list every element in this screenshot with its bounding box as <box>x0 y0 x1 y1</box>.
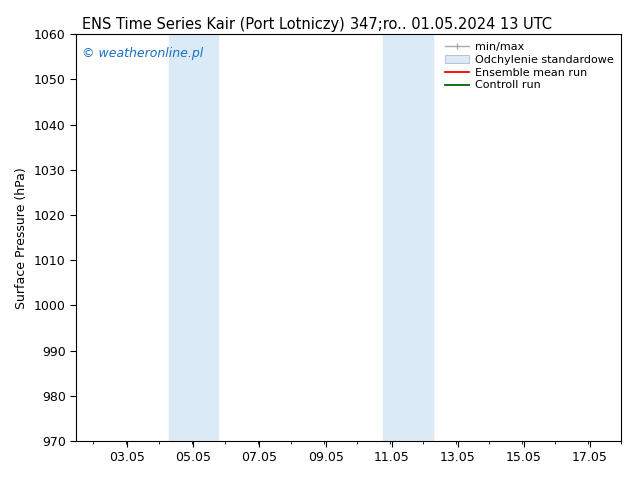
Text: © weatheronline.pl: © weatheronline.pl <box>82 47 203 59</box>
Bar <box>169 34 218 441</box>
Text: ENS Time Series Kair (Port Lotniczy): ENS Time Series Kair (Port Lotniczy) <box>82 17 345 32</box>
Legend: min/max, Odchylenie standardowe, Ensemble mean run, Controll run: min/max, Odchylenie standardowe, Ensembl… <box>443 40 616 93</box>
Bar <box>384 34 433 441</box>
Text: 347;ro.. 01.05.2024 13 UTC: 347;ro.. 01.05.2024 13 UTC <box>349 17 552 32</box>
Y-axis label: Surface Pressure (hPa): Surface Pressure (hPa) <box>15 167 29 309</box>
